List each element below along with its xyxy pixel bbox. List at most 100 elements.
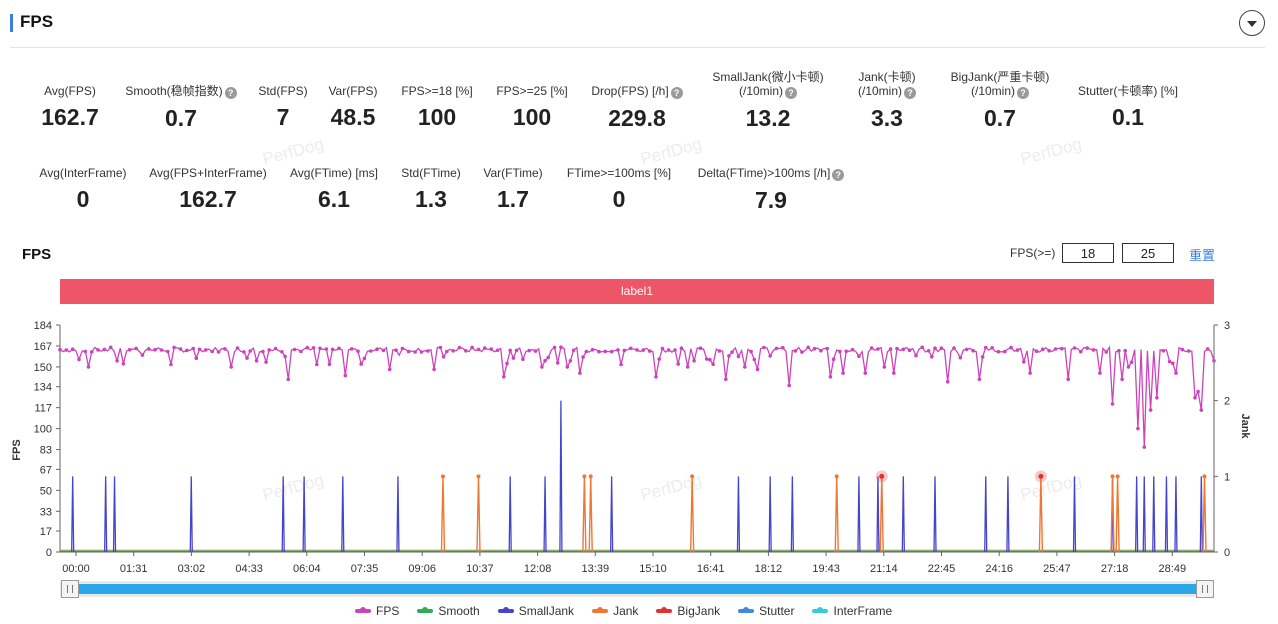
fps-point <box>299 349 303 354</box>
fps-chart[interactable]: 0 17 33 50 67 83 100 117 134 150 167 184 0 1 2 3 FPS Jank… <box>0 0 1278 600</box>
legend-item-interframe[interactable]: InterFrame <box>812 604 892 618</box>
fps-point <box>660 346 665 351</box>
fps-point <box>590 347 595 352</box>
help-icon[interactable]: ? <box>904 87 916 99</box>
stat-label: SmallJank(微小卡顿) <box>712 70 824 84</box>
fps-point <box>578 371 582 375</box>
stat-stats_row2-3: Std(FTime) 1.3 <box>346 166 516 213</box>
label-band[interactable]: label1 <box>60 279 1214 304</box>
fps-point <box>264 360 268 364</box>
fps-point <box>245 356 249 360</box>
fps-point <box>724 377 728 382</box>
legend-item-fps[interactable]: FPS <box>355 604 399 618</box>
legend-item-smalljank[interactable]: SmallJank <box>497 604 574 618</box>
y-left-tick-label: 67 <box>40 464 52 476</box>
stat-label: Avg(InterFrame) <box>39 166 127 180</box>
fps-point <box>882 365 887 369</box>
fps-point <box>914 353 918 358</box>
x-tick-label: 09:06 <box>408 563 436 575</box>
small-jank-spike <box>1006 476 1010 553</box>
stat-label-unit: (/10min)? <box>915 84 1085 99</box>
fps-point <box>375 347 379 352</box>
stat-value: 162.7 <box>41 104 99 130</box>
fps-point <box>451 349 455 353</box>
small-jank-spike <box>71 476 75 553</box>
fps-point <box>752 357 757 362</box>
fps-point <box>121 362 126 366</box>
fps-point <box>540 365 544 369</box>
fps-point <box>1060 346 1064 351</box>
fps-point <box>511 356 516 360</box>
legend-label: FPS <box>376 604 400 618</box>
slider-selected-range[interactable] <box>78 584 1196 594</box>
fps-point <box>432 367 436 372</box>
x-tick-label: 06:04 <box>293 563 321 575</box>
help-icon[interactable]: ? <box>224 87 237 99</box>
fps-point <box>229 365 233 369</box>
fps-point <box>654 375 658 379</box>
y-left-tick-label: 184 <box>34 320 52 332</box>
legend-item-jank[interactable]: Jank <box>592 604 638 618</box>
fps-point <box>115 359 119 363</box>
stat-value: 0.7 <box>165 105 197 131</box>
fps-point <box>273 346 278 351</box>
x-tick-label: 19:43 <box>812 563 840 575</box>
legend-item-stutter[interactable]: Stutter <box>738 604 794 618</box>
legend-item-bigjank[interactable]: BigJank <box>656 604 720 618</box>
fps-point <box>743 365 747 369</box>
threshold-input-2[interactable] <box>1122 243 1174 263</box>
help-icon[interactable]: ? <box>670 87 683 99</box>
fps-point <box>527 348 531 353</box>
fps-point <box>983 345 988 350</box>
fps-point <box>980 355 985 359</box>
fps-point <box>1079 349 1083 354</box>
fps-point <box>603 349 608 354</box>
fps-point <box>1212 359 1216 363</box>
y-left-tick-label: 50 <box>40 485 52 497</box>
collapse-button[interactable] <box>1239 10 1265 36</box>
fps-point <box>876 347 880 351</box>
fps-point <box>971 348 975 353</box>
legend-marker-icon <box>656 607 673 613</box>
slider-handle-left[interactable] <box>61 580 79 598</box>
fps-point <box>581 355 585 359</box>
threshold-input-1[interactable] <box>1062 243 1114 263</box>
fps-point <box>930 354 934 359</box>
stat-label: Drop(FPS) [/h]? <box>552 84 722 99</box>
stat-stats_row2-0: Avg(InterFrame) 0 <box>0 166 168 213</box>
reset-link[interactable]: 重置 <box>1189 248 1216 263</box>
stat-stats_row2-6: Delta(FTime)>100ms [/h]? 7.9 <box>686 166 856 214</box>
slider-handle-right[interactable] <box>1196 580 1214 598</box>
help-icon[interactable]: ? <box>785 87 797 99</box>
y-left-tick-label: 134 <box>34 382 52 394</box>
fps-point <box>857 354 861 359</box>
stat-label: FPS>=18 [%] <box>401 84 473 98</box>
fps-point <box>381 348 386 353</box>
fps-point <box>774 346 779 351</box>
small-jank-spike <box>508 476 512 553</box>
fps-point <box>888 347 893 351</box>
fps-point <box>781 345 785 350</box>
stat-stats_row1-3: Var(FPS) 48.5 <box>268 84 438 131</box>
fps-point <box>235 346 240 350</box>
fps-point <box>1104 350 1108 354</box>
jank-point <box>588 474 593 479</box>
fps-point <box>419 350 424 354</box>
fps-point <box>641 348 646 352</box>
fps-point <box>844 349 848 354</box>
y-left-tick-label: 83 <box>40 445 52 457</box>
small-jank-spike <box>984 476 988 553</box>
help-icon[interactable]: ? <box>832 169 845 181</box>
help-icon[interactable]: ? <box>1017 87 1029 99</box>
fps-point <box>216 350 221 354</box>
fps-point <box>1015 348 1020 352</box>
small-jank-spike <box>112 476 117 553</box>
legend-item-smooth[interactable]: Smooth <box>417 604 480 618</box>
fps-point <box>267 348 272 352</box>
chart-legend: FPS Smooth SmallJank Jank BigJank Stutter Inte… <box>355 604 892 618</box>
small-jank-spike <box>876 476 880 553</box>
fps-point <box>1110 402 1115 406</box>
fps-point <box>647 349 652 353</box>
fps-point <box>406 349 411 354</box>
fps-point <box>952 346 956 350</box>
